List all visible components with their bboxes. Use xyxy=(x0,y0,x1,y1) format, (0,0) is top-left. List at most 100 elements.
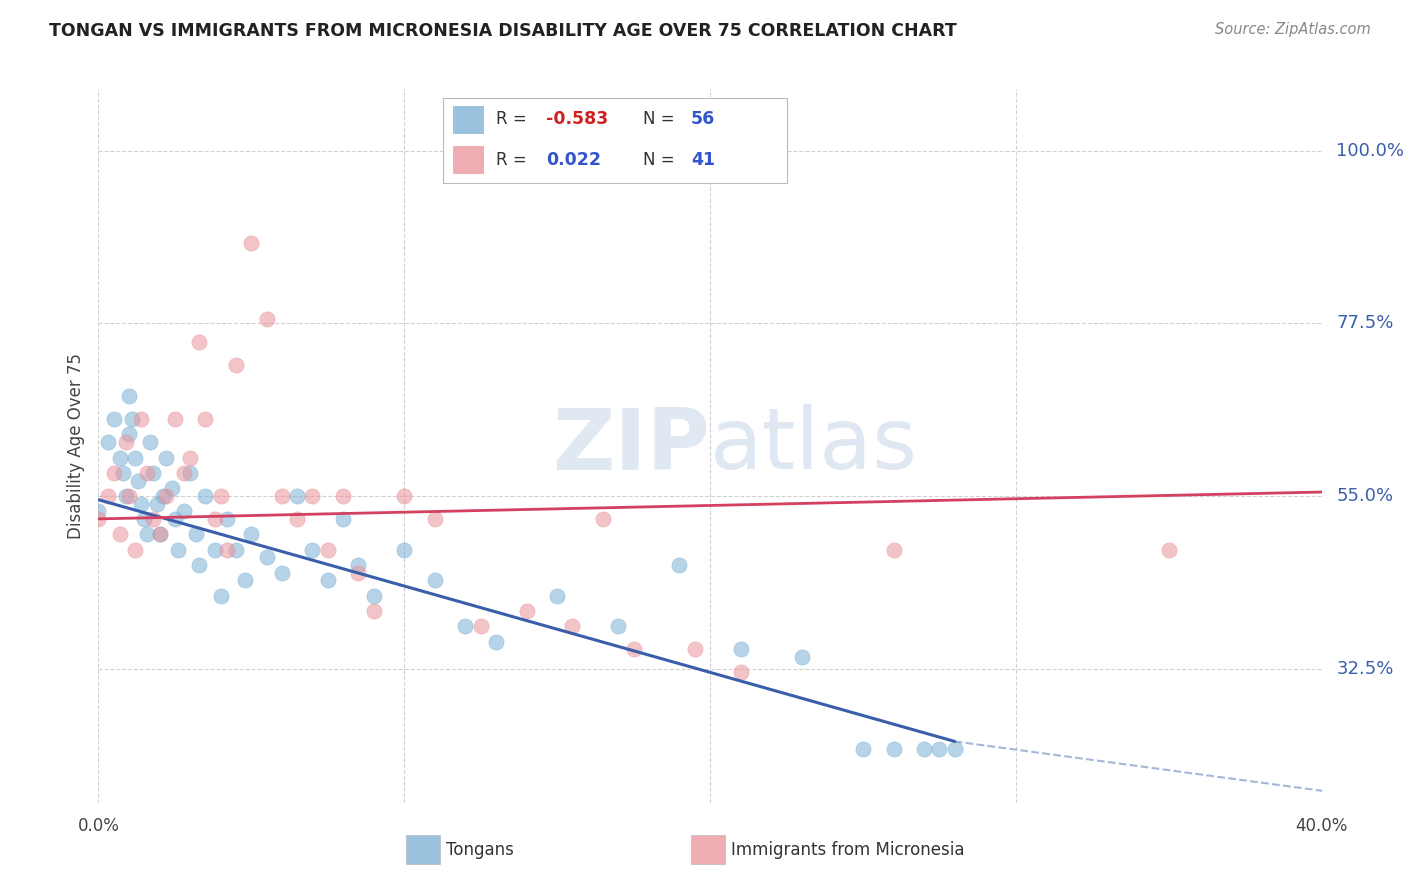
Point xyxy=(301,489,323,503)
Text: 0.0%: 0.0% xyxy=(77,816,120,835)
Point xyxy=(316,542,339,557)
Text: Source: ZipAtlas.com: Source: ZipAtlas.com xyxy=(1215,22,1371,37)
Point xyxy=(561,619,583,633)
Point xyxy=(470,619,492,633)
Point xyxy=(127,474,149,488)
Point xyxy=(87,512,110,526)
Text: 40.0%: 40.0% xyxy=(1295,816,1348,835)
Text: R =: R = xyxy=(496,111,533,128)
Point xyxy=(790,650,813,665)
Point xyxy=(730,642,752,657)
Point xyxy=(332,489,354,503)
Point xyxy=(129,412,152,426)
Point xyxy=(204,542,226,557)
Point xyxy=(256,550,278,565)
Text: 41: 41 xyxy=(690,151,716,169)
Point xyxy=(118,489,141,503)
Point xyxy=(209,489,232,503)
Point xyxy=(173,466,195,480)
Point xyxy=(912,742,935,756)
Point xyxy=(97,489,120,503)
Point xyxy=(347,558,370,572)
Point xyxy=(270,566,292,580)
Point xyxy=(204,512,226,526)
Point xyxy=(108,527,131,541)
Text: ZIP: ZIP xyxy=(553,404,710,488)
Point xyxy=(301,542,323,557)
Bar xyxy=(453,106,484,134)
Point xyxy=(225,542,247,557)
Point xyxy=(136,527,159,541)
Point xyxy=(668,558,690,572)
Point xyxy=(179,466,201,480)
Point xyxy=(316,574,339,588)
Point xyxy=(225,359,247,373)
Text: N =: N = xyxy=(643,111,679,128)
Point xyxy=(118,427,141,442)
Point xyxy=(240,235,263,250)
Point xyxy=(188,558,211,572)
Bar xyxy=(406,835,440,864)
Point xyxy=(347,566,370,580)
Point xyxy=(87,504,110,518)
Point xyxy=(683,642,706,657)
Point xyxy=(118,389,141,403)
Point xyxy=(142,466,165,480)
Point xyxy=(852,742,875,756)
Text: TONGAN VS IMMIGRANTS FROM MICRONESIA DISABILITY AGE OVER 75 CORRELATION CHART: TONGAN VS IMMIGRANTS FROM MICRONESIA DIS… xyxy=(49,22,957,40)
Text: Tongans: Tongans xyxy=(446,840,515,859)
Point xyxy=(121,412,143,426)
Point xyxy=(363,589,385,603)
Point xyxy=(623,642,645,657)
Text: 77.5%: 77.5% xyxy=(1336,314,1393,332)
Point xyxy=(111,466,134,480)
Point xyxy=(103,412,125,426)
Point xyxy=(97,435,120,450)
Point xyxy=(485,634,508,648)
Text: atlas: atlas xyxy=(710,404,918,488)
Point xyxy=(152,489,174,503)
Point xyxy=(136,466,159,480)
Point xyxy=(167,542,190,557)
Point xyxy=(160,481,183,495)
Text: R =: R = xyxy=(496,151,533,169)
Point xyxy=(139,435,162,450)
Text: 0.022: 0.022 xyxy=(546,151,602,169)
Point xyxy=(516,604,538,618)
Point xyxy=(943,742,966,756)
Point xyxy=(928,742,950,756)
Point xyxy=(194,489,217,503)
Point xyxy=(215,542,238,557)
Point xyxy=(1157,542,1180,557)
Point xyxy=(233,574,256,588)
Point xyxy=(454,619,477,633)
Point xyxy=(392,489,416,503)
Text: -0.583: -0.583 xyxy=(546,111,609,128)
Point xyxy=(194,412,217,426)
Point xyxy=(607,619,630,633)
Point xyxy=(363,604,385,618)
Point xyxy=(155,450,177,465)
Point xyxy=(285,489,308,503)
Bar xyxy=(453,146,484,175)
Point xyxy=(149,527,172,541)
Point xyxy=(883,742,905,756)
Point xyxy=(115,435,138,450)
Point xyxy=(883,542,905,557)
Point xyxy=(392,542,416,557)
Point xyxy=(285,512,308,526)
Point xyxy=(215,512,238,526)
Point xyxy=(149,527,172,541)
Point xyxy=(592,512,614,526)
Point xyxy=(423,574,446,588)
Bar xyxy=(690,835,724,864)
Point xyxy=(188,335,211,350)
Point xyxy=(134,512,156,526)
Point xyxy=(155,489,177,503)
Point xyxy=(173,504,195,518)
Point xyxy=(423,512,446,526)
Point xyxy=(209,589,232,603)
Point xyxy=(124,542,146,557)
Text: Immigrants from Micronesia: Immigrants from Micronesia xyxy=(731,840,965,859)
Point xyxy=(108,450,131,465)
